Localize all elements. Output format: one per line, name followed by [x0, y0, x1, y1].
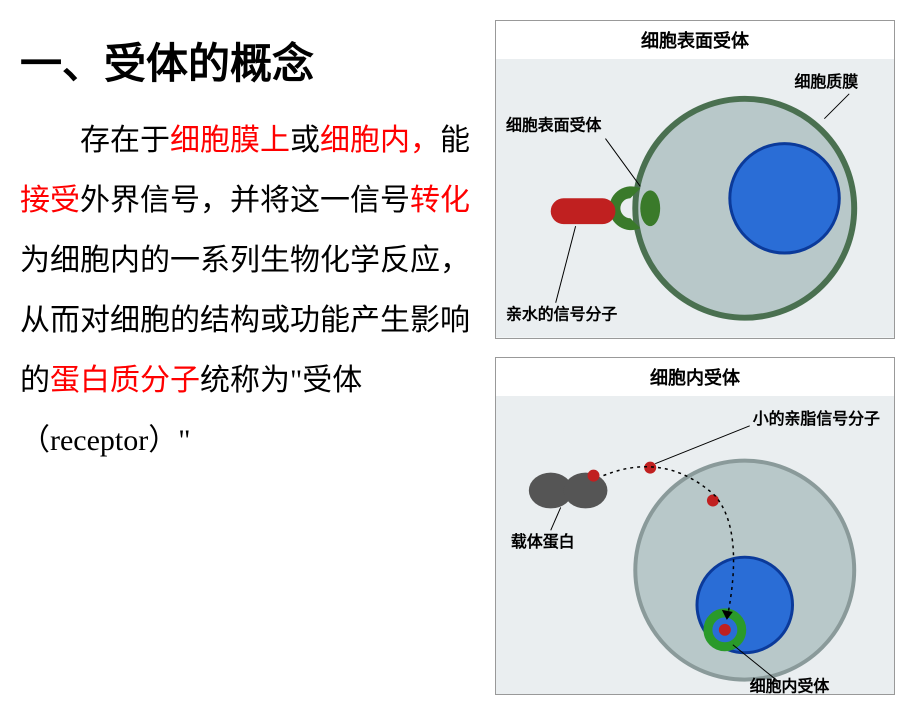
hydrophilic-ligand	[551, 198, 616, 224]
bound-ligand	[719, 623, 731, 635]
definition-paragraph: 存在于细胞膜上或细胞内，能接受外界信号，并将这一信号转化为细胞内的一系列生物化学…	[20, 111, 480, 471]
surface-receptor-diagram: 细胞表面受体 细胞质膜 细胞表面受体 亲水的信号分子	[495, 20, 895, 339]
label-hydrophilic-ligand: 亲水的信号分子	[506, 305, 617, 324]
diagram-column: 细胞表面受体 细胞质膜 细胞表面受体 亲水的信号分子 细胞内受体	[495, 20, 905, 713]
text-seg: 或	[290, 124, 320, 157]
text-seg: 能	[440, 124, 470, 157]
highlight-receive: 接受	[20, 184, 80, 217]
intracellular-svg: 小的亲脂信号分子 载体蛋白 细胞内受体	[496, 396, 894, 695]
text-seg: 存在于	[80, 124, 170, 157]
highlight-transform: 转化	[410, 184, 470, 217]
text-seg: 外界信号，并将这一信号	[80, 184, 410, 217]
label-surface-receptor: 细胞表面受体	[506, 116, 602, 135]
label-membrane: 细胞质膜	[794, 72, 858, 91]
label-lipophilic-ligand: 小的亲脂信号分子	[753, 408, 880, 427]
free-ligand-3	[707, 494, 719, 506]
free-ligand-1	[588, 469, 600, 481]
intracellular-receptor-diagram: 细胞内受体 小的亲脂信号分子	[495, 357, 895, 696]
label-intracellular-receptor: 细胞内受体	[750, 676, 830, 694]
highlight-membrane: 细胞膜上	[170, 124, 290, 157]
highlight-protein: 蛋白质分子	[50, 364, 200, 397]
label-carrier-protein: 载体蛋白	[511, 532, 575, 551]
intracellular-diagram-title: 细胞内受体	[496, 358, 894, 396]
surface-svg: 细胞质膜 细胞表面受体 亲水的信号分子	[496, 59, 894, 338]
receptor-stalk	[640, 190, 660, 226]
section-title: 一、受体的概念	[20, 30, 480, 91]
carrier-lobe-2	[564, 472, 608, 508]
text-column: 一、受体的概念 存在于细胞膜上或细胞内，能接受外界信号，并将这一信号转化为细胞内…	[20, 30, 480, 471]
highlight-intracellular: 细胞内，	[320, 124, 440, 157]
surface-diagram-title: 细胞表面受体	[496, 21, 894, 59]
free-ligand-2	[644, 461, 656, 473]
